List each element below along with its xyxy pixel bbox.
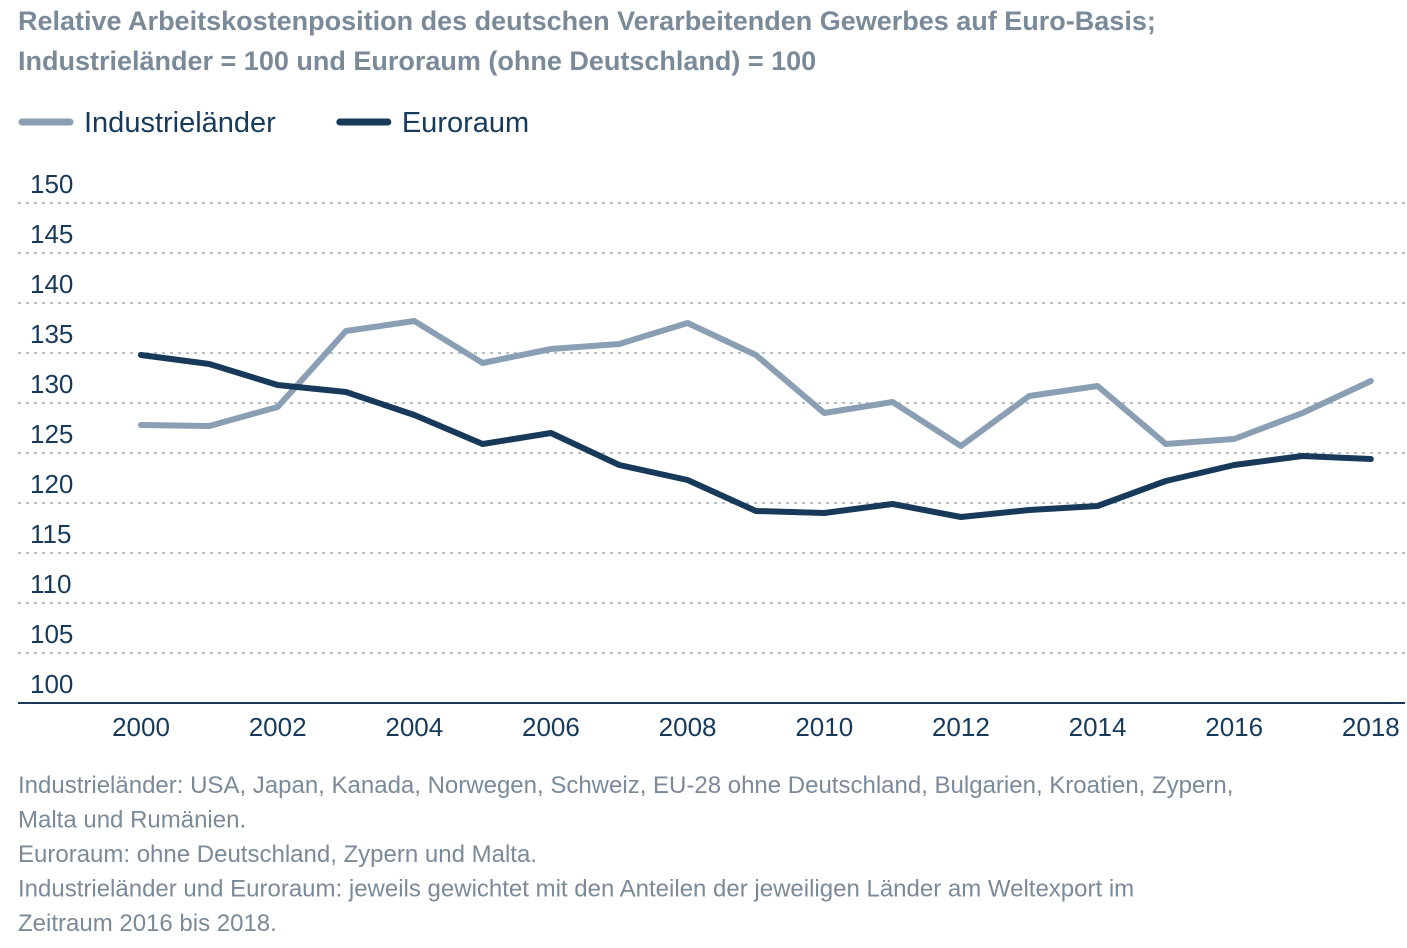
series-line bbox=[137, 352, 1374, 520]
y-tick-label: 125 bbox=[30, 419, 73, 449]
x-tick-label: 2000 bbox=[112, 712, 170, 742]
x-tick-label: 2014 bbox=[1069, 712, 1127, 742]
y-tick-label: 150 bbox=[30, 169, 73, 199]
y-tick-label: 105 bbox=[30, 619, 73, 649]
legend-label: Euroraum bbox=[402, 107, 529, 139]
x-tick-label: 2006 bbox=[522, 712, 580, 742]
footnote: Industrieländer: USA, Japan, Kanada, Nor… bbox=[18, 772, 1233, 799]
footnote: Zeitraum 2016 bis 2018. bbox=[18, 910, 277, 937]
y-tick-label: 140 bbox=[30, 269, 73, 299]
x-tick-label: 2016 bbox=[1205, 712, 1263, 742]
x-tick-label: 2004 bbox=[385, 712, 443, 742]
x-tick-label: 2018 bbox=[1342, 712, 1400, 742]
footnote: Euroraum: ohne Deutschland, Zypern und M… bbox=[18, 841, 537, 868]
chart-subtitle: Industrieländer = 100 und Euroraum (ohne… bbox=[18, 46, 816, 76]
x-tick-label: 2012 bbox=[932, 712, 990, 742]
y-tick-label: 145 bbox=[30, 219, 73, 249]
y-tick-label: 130 bbox=[30, 369, 73, 399]
x-tick-label: 2008 bbox=[659, 712, 717, 742]
y-tick-label: 120 bbox=[30, 469, 73, 499]
y-tick-label: 115 bbox=[30, 519, 71, 549]
footnote: Malta und Rumänien. bbox=[18, 807, 246, 834]
y-tick-label: 135 bbox=[30, 319, 73, 349]
chart-title: Relative Arbeitskostenposition des deuts… bbox=[18, 6, 1156, 36]
y-tick-label: 110 bbox=[30, 569, 71, 599]
legend-label: Industrieländer bbox=[84, 107, 276, 139]
x-tick-label: 2002 bbox=[249, 712, 307, 742]
x-tick-label: 2010 bbox=[795, 712, 853, 742]
y-tick-label: 100 bbox=[30, 669, 73, 699]
footnote: Industrieländer und Euroraum: jeweils ge… bbox=[18, 876, 1134, 903]
series-line bbox=[137, 318, 1374, 449]
